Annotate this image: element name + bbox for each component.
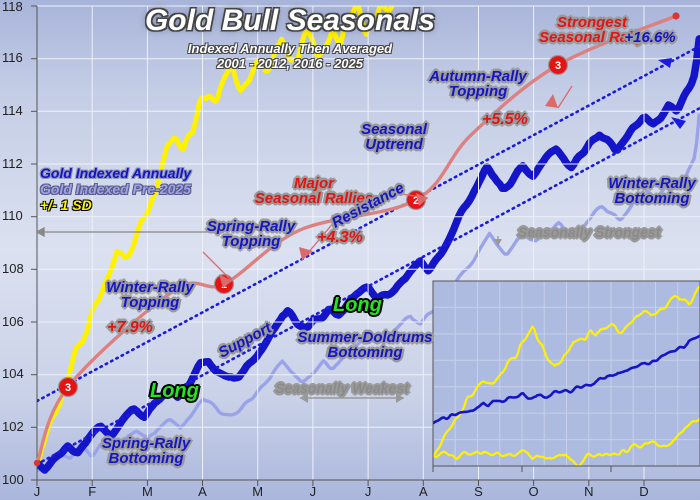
svg-text:3: 3 — [65, 382, 71, 394]
